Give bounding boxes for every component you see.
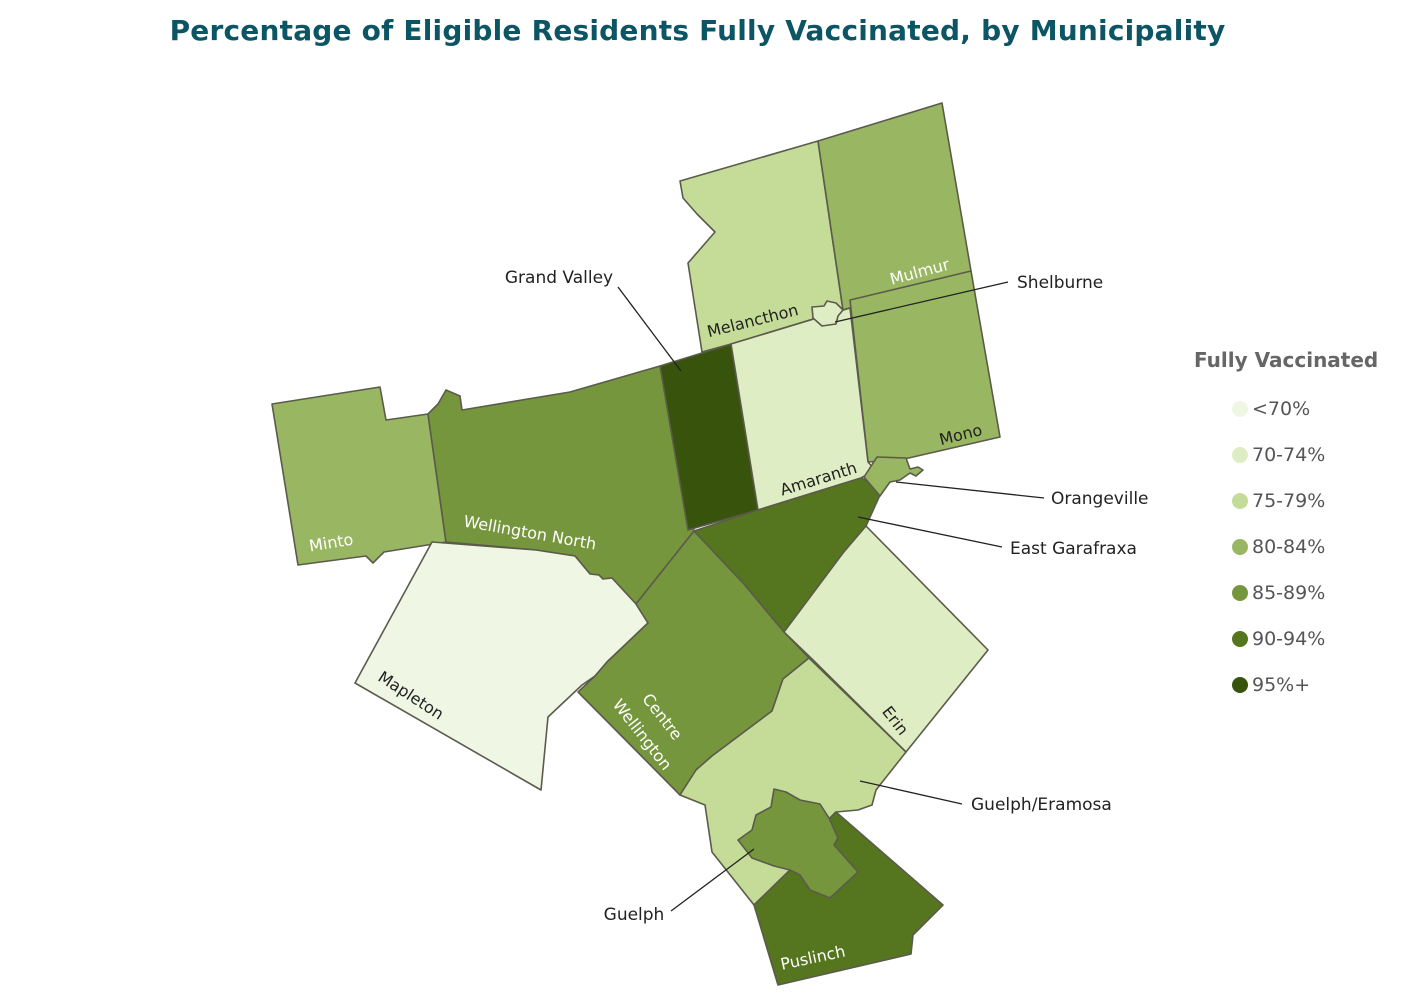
legend-swatch: [1232, 677, 1248, 693]
label-shelburne: Shelburne: [1017, 273, 1103, 293]
label-grand-valley: Grand Valley: [505, 268, 613, 288]
legend-label: 85-89%: [1252, 582, 1326, 604]
municipality-orangeville[interactable]: [863, 456, 924, 497]
legend-label: 70-74%: [1252, 444, 1326, 466]
legend-label: 75-79%: [1252, 490, 1326, 512]
leader-shelburne: [834, 281, 1009, 323]
legend-item: 90-94%: [1194, 616, 1414, 662]
legend-item: 85-89%: [1194, 570, 1414, 616]
legend-title: Fully Vaccinated: [1194, 348, 1379, 372]
label-guelph-eramosa: Guelph/Eramosa: [971, 795, 1112, 815]
label-guelph: Guelph: [604, 905, 665, 925]
leader-guelph: [670, 848, 755, 912]
legend-label: <70%: [1252, 398, 1311, 420]
legend-label: 90-94%: [1252, 628, 1326, 650]
legend-swatch: [1232, 631, 1248, 647]
legend-item: 70-74%: [1194, 432, 1414, 478]
legend: Fully Vaccinated <70% 70-74% 75-79% 80-8…: [1194, 348, 1414, 708]
legend-swatch: [1232, 585, 1248, 601]
municipality-east-garafraxa[interactable]: [693, 477, 881, 633]
legend-swatch: [1232, 493, 1248, 509]
municipality-erin[interactable]: [783, 525, 989, 753]
legend-item: <70%: [1194, 386, 1414, 432]
municipality-shelburne[interactable]: [811, 300, 844, 327]
leader-orangeville: [895, 481, 1045, 499]
municipality-guelph[interactable]: [737, 788, 859, 899]
legend-swatch: [1232, 539, 1248, 555]
leader-grand-valley: [617, 286, 682, 372]
legend-swatch: [1232, 401, 1248, 417]
map-title: Percentage of Eligible Residents Fully V…: [169, 14, 1226, 47]
legend-item: 95%+: [1194, 662, 1414, 708]
municipality-minto[interactable]: [271, 386, 447, 566]
label-east-garafraxa: East Garafraxa: [1010, 539, 1137, 559]
legend-item: 75-79%: [1194, 478, 1414, 524]
legend-label: 80-84%: [1252, 536, 1326, 558]
legend-item: 80-84%: [1194, 524, 1414, 570]
leader-guelph-eramosa: [859, 780, 963, 805]
legend-swatch: [1232, 447, 1248, 463]
label-orangeville: Orangeville: [1051, 489, 1149, 509]
legend-label: 95%+: [1252, 674, 1311, 696]
leader-east-garafraxa: [857, 516, 1003, 548]
